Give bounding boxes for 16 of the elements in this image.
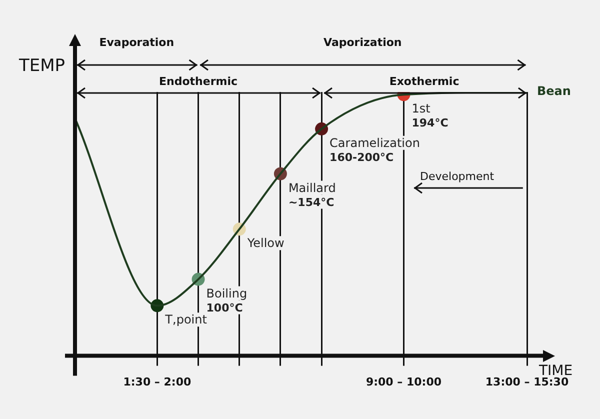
y-axis-title: TEMP	[18, 56, 65, 76]
x-tick-label: 9:00 – 10:00	[366, 375, 442, 388]
series-label: Bean	[537, 84, 571, 98]
text: Exothermic	[389, 75, 460, 88]
annotation: Boiling 100°C	[206, 286, 248, 314]
text: Evaporation	[99, 36, 174, 49]
x-tick-label: 13:00 – 15:30	[485, 375, 569, 388]
text: Endothermic	[159, 75, 238, 88]
annotation: Yellow	[246, 236, 284, 250]
annotation: 1st 194°C	[412, 102, 448, 130]
annotation: Development	[420, 170, 495, 183]
annotation: Caramelization 160-200°C	[330, 136, 420, 164]
text: Vaporization	[324, 36, 402, 49]
annotation: Maillard ~154°C	[288, 180, 336, 209]
annotation: T,point	[164, 312, 208, 327]
x-tick-label: 1:30 – 2:00	[123, 375, 192, 388]
